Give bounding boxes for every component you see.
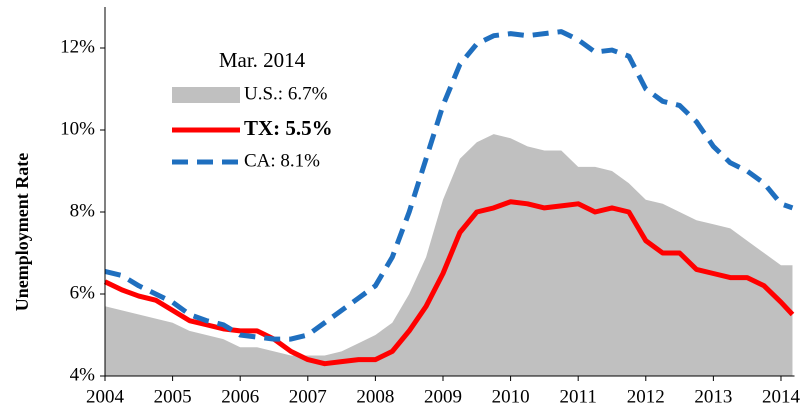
y-tick-label: 10% <box>60 118 95 139</box>
legend-label: U.S.: 6.7% <box>244 83 328 104</box>
x-tick-label: 2009 <box>424 386 462 407</box>
x-tick-label: 2006 <box>221 386 259 407</box>
x-tick-label: 2012 <box>627 386 665 407</box>
legend-swatch <box>172 87 240 103</box>
y-tick-label: 6% <box>70 282 96 303</box>
x-tick-label: 2005 <box>154 386 192 407</box>
legend-label: CA: 8.1% <box>244 150 320 171</box>
x-tick-label: 2008 <box>356 386 394 407</box>
legend-label: TX: 5.5% <box>244 116 333 140</box>
line <box>103 199 795 367</box>
line <box>104 29 794 342</box>
y-tick-label: 4% <box>70 364 96 385</box>
x-tick-label: 2010 <box>492 386 530 407</box>
x-tick-label: 2014 <box>762 386 801 407</box>
x-tick-label: 2013 <box>694 386 732 407</box>
legend-title: Mar. 2014 <box>219 48 306 72</box>
y-tick-label: 8% <box>70 200 96 221</box>
y-tick-label: 12% <box>60 36 95 57</box>
x-tick-label: 2011 <box>560 386 597 407</box>
y-axis-title: Unemployment Rate <box>12 153 32 311</box>
x-tick-label: 2007 <box>289 386 327 407</box>
x-tick-label: 2004 <box>86 386 125 407</box>
